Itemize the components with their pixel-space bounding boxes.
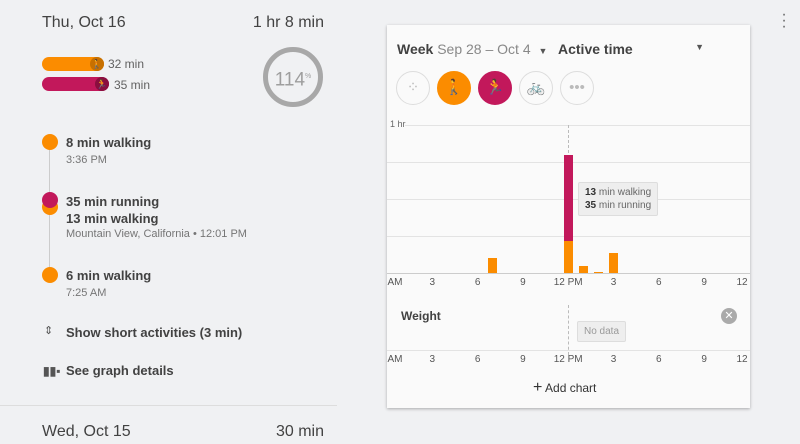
running-bar-label: 35 min <box>114 78 151 92</box>
activity-location: Mountain View, California • 12:01 PM <box>66 228 247 240</box>
tooltip-run-value: 35 <box>585 200 597 211</box>
x-tick-label: 12 PM <box>553 277 583 288</box>
walking-bar[interactable] <box>563 240 573 273</box>
no-data-tooltip: No data <box>577 321 627 342</box>
bar-chart-icon: ▮▮▪ <box>43 364 61 378</box>
activity-time: 7:25 AM <box>66 287 107 299</box>
running-bar: 🏃 <box>42 77 109 91</box>
walking-dot <box>42 267 58 283</box>
walking-dot <box>42 134 58 150</box>
running-bar[interactable] <box>563 154 573 241</box>
goal-percent: 114 <box>274 69 306 91</box>
day-total: 30 min <box>275 423 324 440</box>
walking-bar: 🚶 <box>42 57 104 71</box>
x-tick-label: 6 <box>656 277 662 288</box>
activity-title-2[interactable]: 13 min walking <box>66 211 159 226</box>
x-axis <box>387 273 750 274</box>
x-tick-label: AM <box>387 354 403 365</box>
divider <box>0 405 337 406</box>
dropdown-icon: ▼ <box>695 42 704 52</box>
plus-icon: + <box>533 379 543 396</box>
metric-label: Active time <box>558 41 633 57</box>
x-tick-label: 12 <box>736 354 748 365</box>
walking-filter[interactable]: 🚶 <box>437 71 471 105</box>
x-tick-label: 12 <box>736 277 748 288</box>
more-filter[interactable]: ••• <box>560 71 594 105</box>
x-tick-label: 12 PM <box>553 354 583 365</box>
day-total: 1 hr 8 min <box>252 14 324 31</box>
day-date: Thu, Oct 16 <box>42 14 126 31</box>
gridline <box>405 125 750 126</box>
x-tick-label: 6 <box>474 354 481 365</box>
walking-bar[interactable] <box>609 253 618 273</box>
x-tick-label: 3 <box>429 277 436 288</box>
x-tick-label: 9 <box>701 354 707 365</box>
x-tick-label: 9 <box>520 277 526 288</box>
activity-title[interactable]: 35 min running <box>66 194 160 209</box>
dropdown-icon: ▼ <box>538 46 548 56</box>
tooltip-run-label: min running <box>596 200 652 211</box>
walking-bar[interactable] <box>488 258 498 273</box>
walking-bar[interactable] <box>578 265 588 273</box>
chart-card: Week Sep 28 – Oct 4 ▼ Active time ▼ ⁘ 🚶 … <box>387 25 750 408</box>
walking-icon: 🚶 <box>90 57 104 71</box>
running-dot <box>42 192 58 208</box>
x-tick-label: 9 <box>520 354 526 365</box>
running-filter[interactable]: 🏃 <box>478 71 512 105</box>
add-chart-button[interactable]: + Add chart <box>533 379 596 397</box>
tooltip-walk-value: 13 <box>585 187 597 198</box>
day-date: Wed, Oct 15 <box>42 423 131 440</box>
all-activities-filter[interactable]: ⁘ <box>396 71 430 105</box>
x-tick-label: AM <box>387 277 403 288</box>
biking-filter[interactable]: 🚲 <box>519 71 553 105</box>
show-short-activities[interactable]: Show short activities (3 min) <box>66 325 243 340</box>
x-tick-label: 3 <box>429 354 436 365</box>
close-icon[interactable]: ✕ <box>721 308 737 324</box>
add-chart-label: Add chart <box>545 381 597 395</box>
period-label: Week <box>397 41 434 57</box>
running-icon: 🏃 <box>95 77 109 91</box>
x-tick-label: 9 <box>701 277 707 288</box>
x-tick-label: 3 <box>610 354 617 365</box>
activity-time: 3:36 PM <box>66 154 107 166</box>
goal-ring: 114% <box>263 47 323 107</box>
weight-title: Weight <box>401 309 441 323</box>
x-tick-label: 3 <box>610 277 617 288</box>
goal-suffix: % <box>305 73 312 80</box>
more-vert-icon[interactable]: · · · <box>781 6 787 35</box>
x-tick-label: 6 <box>474 277 481 288</box>
walking-bar-label: 32 min <box>108 57 145 71</box>
x-axis <box>387 350 750 351</box>
activity-title[interactable]: 6 min walking <box>66 268 152 283</box>
activity-chart: 1 hr 13 min walking 35 min running Weigh… <box>387 25 750 408</box>
now-line <box>568 305 569 355</box>
tooltip-walk-label: min walking <box>596 187 652 198</box>
x-tick-label: 6 <box>656 354 662 365</box>
activity-title[interactable]: 8 min walking <box>66 135 152 150</box>
y-label-top: 1 hr <box>390 119 406 129</box>
period-selector[interactable]: Week Sep 28 – Oct 4 ▼ <box>397 41 547 57</box>
expand-icon: ⇕ <box>44 325 54 337</box>
see-graph-details[interactable]: See graph details <box>66 363 174 378</box>
metric-selector[interactable]: Active time ▼ <box>558 41 708 57</box>
date-range: Sep 28 – Oct 4 <box>437 41 531 57</box>
walking-bar[interactable] <box>593 271 603 273</box>
chart-tooltip: 13 min walking 35 min running <box>578 182 659 216</box>
